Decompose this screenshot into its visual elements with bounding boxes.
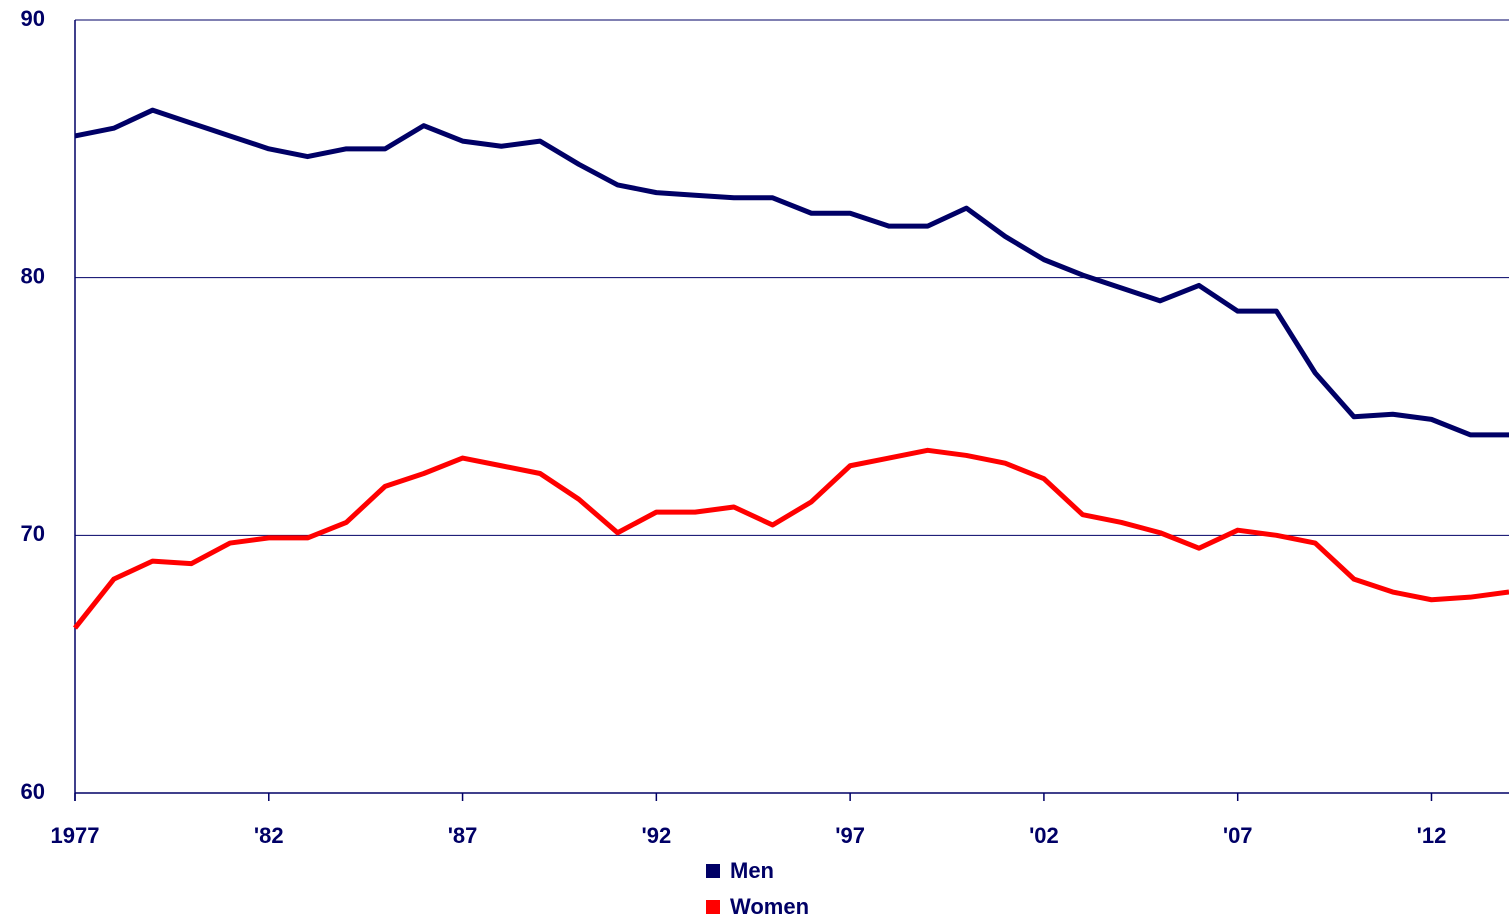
- x-tick-label: '12: [1417, 823, 1447, 848]
- x-tick-label: '92: [641, 823, 671, 848]
- series-line: [73, 447, 1509, 630]
- y-tick-label: 60: [21, 779, 45, 804]
- y-tick-label: 80: [21, 263, 45, 288]
- x-tick-label: '97: [835, 823, 865, 848]
- x-tick-label: '87: [448, 823, 478, 848]
- x-tick-label: '02: [1029, 823, 1059, 848]
- legend-label: Men: [730, 858, 774, 883]
- legend-swatch: [706, 900, 720, 914]
- x-tick-label: '07: [1223, 823, 1253, 848]
- legend-label: Women: [730, 894, 809, 919]
- x-tick-label: 1977: [51, 823, 100, 848]
- y-tick-label: 70: [21, 521, 45, 546]
- series-line: [74, 107, 1509, 438]
- y-tick-label: 90: [21, 6, 45, 31]
- x-tick-label: '82: [254, 823, 284, 848]
- legend-swatch: [706, 864, 720, 878]
